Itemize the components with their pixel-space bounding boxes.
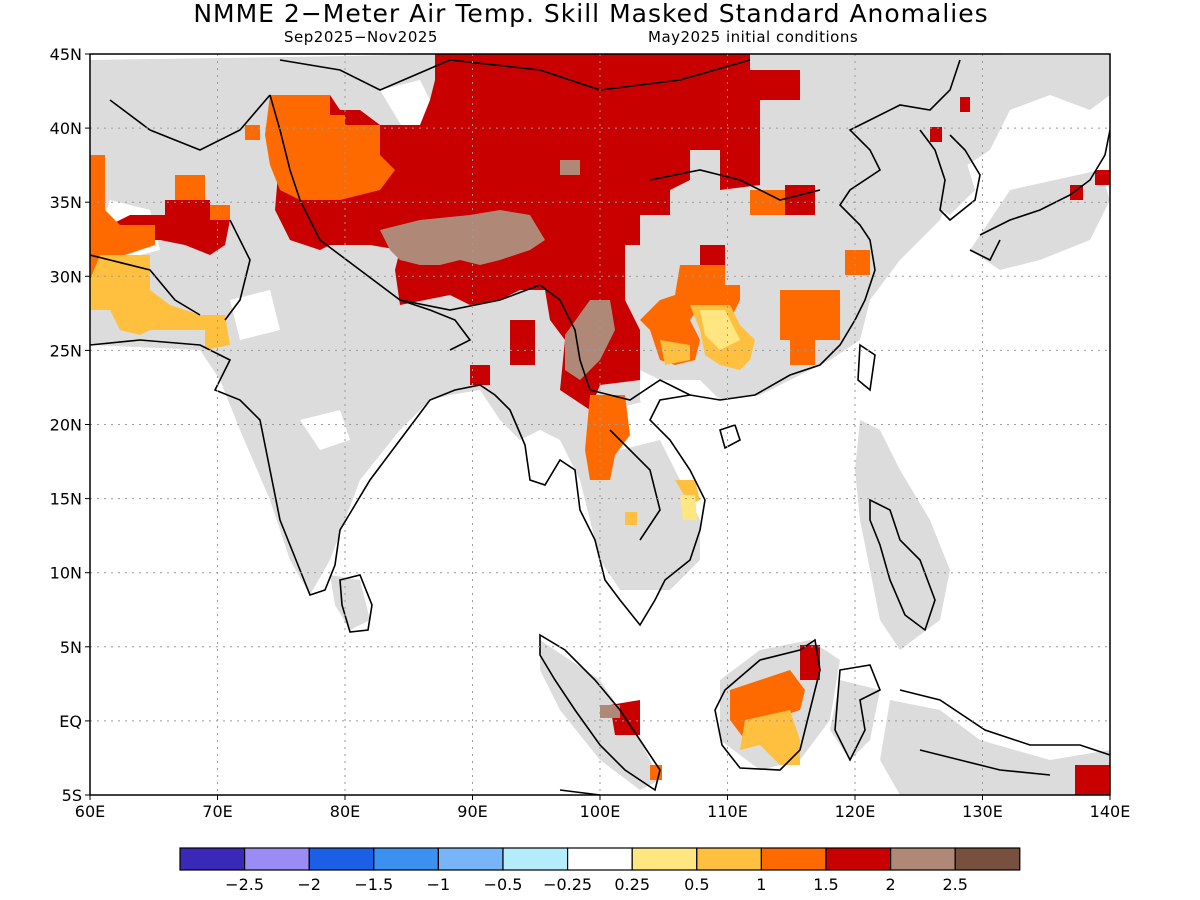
colorbar-box <box>437 847 504 871</box>
anomaly-0-25-to-0-5 <box>680 310 740 520</box>
colorbar-label: −2 <box>297 875 321 894</box>
colorbar-box <box>631 847 698 871</box>
colorbar-label: 1 <box>756 875 766 894</box>
lat-tick-label: 30N <box>50 267 82 286</box>
colorbar-box <box>502 847 569 871</box>
lat-tick-label: 40N <box>50 119 82 138</box>
longitude-axis: 60E 70E 80E 90E 100E 110E 120E 130E 140E <box>75 795 1131 821</box>
colorbar-box <box>566 847 633 871</box>
lat-tick-label: EQ <box>59 712 82 731</box>
colorbar-label: 0.25 <box>614 875 650 894</box>
colorbar-box <box>954 847 1021 871</box>
colorbar-label: −1 <box>427 875 451 894</box>
colorbar-box <box>244 847 310 871</box>
lat-tick-label: 20N <box>50 416 82 435</box>
graticule <box>90 54 1110 795</box>
initial-conditions: May2025 initial conditions <box>648 28 859 46</box>
colorbar-label: 2 <box>886 875 896 894</box>
colorbar-box <box>308 847 375 871</box>
colorbar-label: −1.5 <box>354 875 393 894</box>
lon-tick-label: 140E <box>1090 802 1131 821</box>
colorbar-label: 0.5 <box>684 875 709 894</box>
lon-tick-label: 100E <box>580 802 621 821</box>
lon-tick-label: 130E <box>962 802 1003 821</box>
coastlines <box>90 59 1110 795</box>
anomaly-map: 60E 70E 80E 90E 100E 110E 120E 130E 140E 45N 40N 3… <box>50 45 1131 821</box>
map-fields <box>90 54 1110 795</box>
colorbar-box <box>179 847 246 871</box>
chart-title: NMME 2−Meter Air Temp. Skill Masked Stan… <box>193 0 989 28</box>
lon-tick-label: 110E <box>707 802 748 821</box>
lat-tick-label: 45N <box>50 45 82 64</box>
lat-tick-label: 35N <box>50 193 82 212</box>
colorbar-label: −0.25 <box>543 875 592 894</box>
anomaly-2-to-2-5 <box>380 160 620 718</box>
colorbar-box <box>889 847 956 871</box>
lon-tick-label: 60E <box>75 802 105 821</box>
lon-tick-label: 90E <box>457 802 487 821</box>
colorbar-label: 2.5 <box>942 875 967 894</box>
colorbar-label: −0.5 <box>484 875 523 894</box>
colorbar-box <box>696 847 762 871</box>
lat-tick-label: 25N <box>50 341 82 360</box>
colorbar-label: −2.5 <box>225 875 264 894</box>
colorbar-labels: −2.5 −2 −1.5 −1 −0.5 −0.25 0.25 0.5 1 1.5 2 2.5 <box>225 875 968 894</box>
lat-tick-label: 15N <box>50 490 82 509</box>
lat-tick-label: 5N <box>60 638 82 657</box>
colorbar-boxes <box>179 847 1021 871</box>
lon-tick-label: 120E <box>835 802 876 821</box>
lat-tick-label: 5S <box>62 786 82 805</box>
forecast-period: Sep2025−Nov2025 <box>284 28 438 46</box>
lon-tick-label: 70E <box>202 802 232 821</box>
colorbar-box <box>825 847 892 871</box>
lat-tick-label: 10N <box>50 564 82 583</box>
latitude-axis: 45N 40N 35N 30N 25N 20N 15N 10N 5N EQ 5S <box>50 45 90 805</box>
colorbar-box <box>373 847 439 871</box>
colorbar-box <box>760 847 827 871</box>
lon-tick-label: 80E <box>330 802 360 821</box>
colorbar-label: 1.5 <box>813 875 838 894</box>
